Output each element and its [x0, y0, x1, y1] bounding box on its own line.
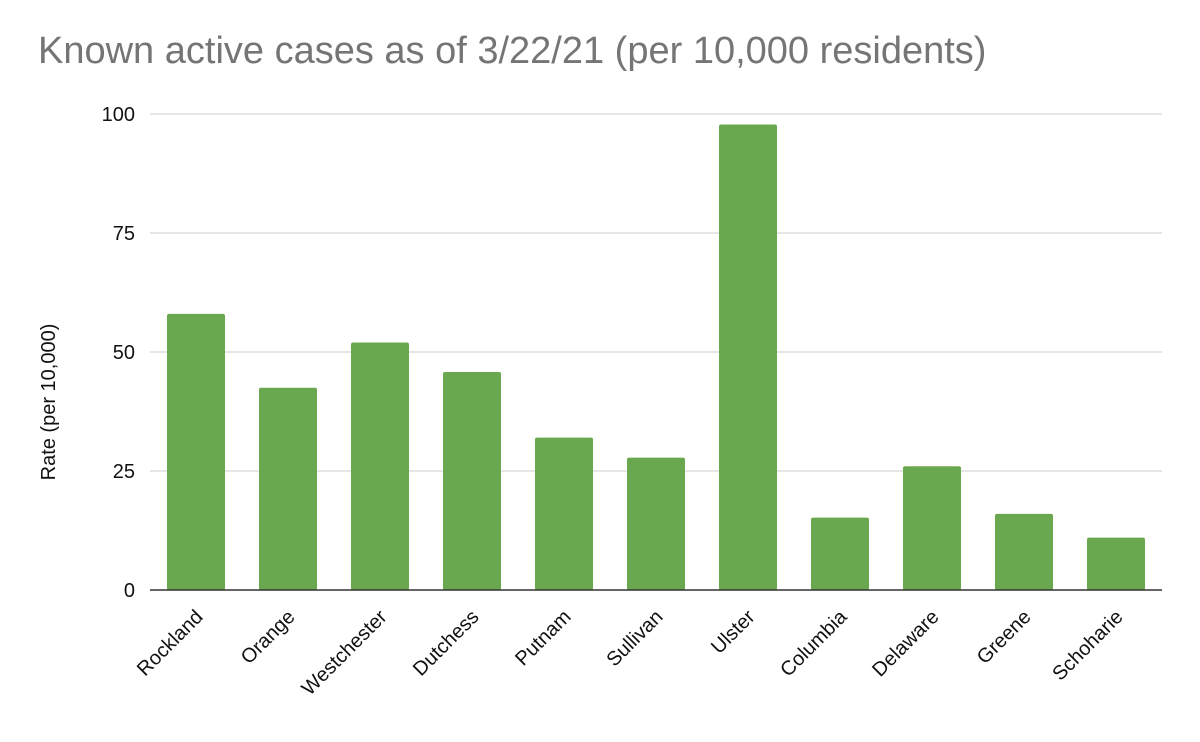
x-tick-label-westchester: Westchester: [298, 606, 392, 700]
bar-dutchess: [443, 371, 501, 590]
x-tick-label-schoharie: Schoharie: [1048, 606, 1127, 685]
bar-ulster: [719, 124, 777, 591]
bar-delaware: [903, 466, 961, 590]
bar-orange: [259, 387, 317, 590]
y-tick-label: 25: [113, 461, 135, 483]
bar-rockland: [167, 313, 225, 590]
x-tick-label-greene: Greene: [973, 606, 1036, 669]
bar-putnam: [535, 437, 593, 590]
x-tick-label-columbia: Columbia: [776, 605, 852, 681]
x-tick-label-ulster: Ulster: [707, 606, 760, 659]
bar-sullivan: [627, 457, 685, 590]
bar-greene: [995, 513, 1053, 590]
x-tick-label-rockland: Rockland: [133, 606, 208, 681]
x-tick-label-dutchess: Dutchess: [409, 606, 484, 681]
x-tick-label-sullivan: Sullivan: [602, 606, 667, 671]
gridlines: [150, 113, 1162, 472]
bar-schoharie: [1087, 537, 1145, 590]
bar-westchester: [351, 342, 409, 590]
y-tick-label: 100: [102, 104, 135, 126]
chart-title: Known active cases as of 3/22/21 (per 10…: [38, 30, 987, 72]
x-tick-label-orange: Orange: [237, 606, 300, 669]
x-tick-label-delaware: Delaware: [868, 606, 943, 681]
bar-columbia: [811, 517, 869, 590]
x-tick-label-putnam: Putnam: [511, 606, 575, 670]
y-tick-label: 0: [124, 580, 135, 602]
y-axis-ticks: 0 25 50 75 100: [102, 104, 135, 602]
bars: [167, 124, 1145, 591]
y-tick-label: 50: [113, 342, 135, 364]
y-tick-label: 75: [113, 223, 135, 245]
y-axis-title: Rate (per 10,000): [38, 324, 60, 481]
